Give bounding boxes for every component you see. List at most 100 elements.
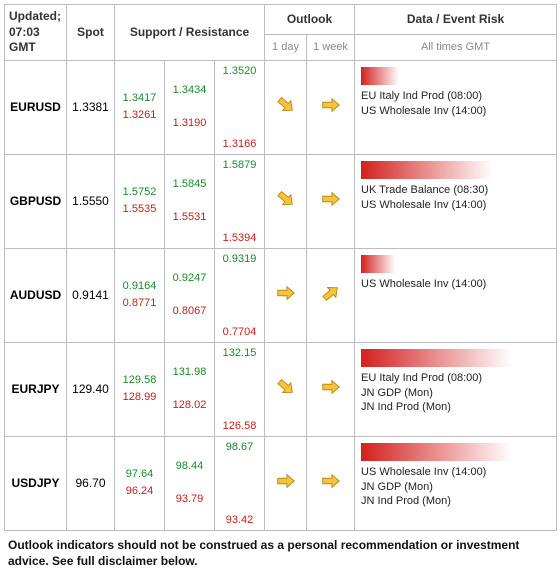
outlook-week-cell [307, 342, 355, 436]
updated-label: Updated; [9, 9, 61, 23]
support-value: 1.3434 [165, 82, 214, 100]
header-row-1: Updated; 07:03 GMT Spot Support / Resist… [5, 5, 557, 35]
pair-cell: EURUSD [5, 60, 67, 154]
resistance-value: 0.7704 [215, 326, 264, 338]
fx-table: Updated; 07:03 GMT Spot Support / Resist… [4, 4, 557, 531]
support-value: 98.67 [215, 441, 264, 453]
sr-col1: 97.64 96.24 [115, 436, 165, 530]
spot-cell: 1.3381 [67, 60, 115, 154]
col-sr-header: Support / Resistance [115, 5, 265, 61]
sr-col3: 132.15 126.58 [215, 342, 265, 436]
arrow-flat-icon [320, 94, 342, 116]
risk-cell: EU Italy Ind Prod (08:00)US Wholesale In… [355, 60, 557, 154]
sr-col1: 0.9164 0.8771 [115, 248, 165, 342]
support-value: 0.9247 [165, 270, 214, 288]
support-value: 1.3520 [215, 65, 264, 77]
risk-line: JN GDP (Mon) [361, 386, 550, 401]
resistance-value: 1.3166 [215, 138, 264, 150]
sr-col1: 1.5752 1.5535 [115, 154, 165, 248]
sr-col2: 1.3434 1.3190 [165, 60, 215, 154]
sr-col3: 1.5879 1.5394 [215, 154, 265, 248]
col-out-week: 1 week [307, 34, 355, 60]
sr-col3: 0.9319 0.7704 [215, 248, 265, 342]
outlook-day-cell [265, 436, 307, 530]
sr-col1: 129.58 128.99 [115, 342, 165, 436]
resistance-value: 0.8771 [115, 295, 164, 313]
support-value: 97.64 [115, 466, 164, 484]
table-row: EURUSD 1.3381 1.3417 1.3261 1.3434 1.319… [5, 60, 557, 154]
pair-cell: USDJPY [5, 436, 67, 530]
col-risk-header: Data / Event Risk [355, 5, 557, 35]
table-row: AUDUSD 0.9141 0.9164 0.8771 0.9247 0.806… [5, 248, 557, 342]
risk-line: JN Ind Prod (Mon) [361, 494, 550, 509]
risk-line: JN Ind Prod (Mon) [361, 400, 550, 415]
risk-line: JN GDP (Mon) [361, 480, 550, 495]
support-value: 1.5845 [165, 176, 214, 194]
risk-bar [361, 255, 395, 273]
outlook-week-cell [307, 436, 355, 530]
sr-col2: 98.44 93.79 [165, 436, 215, 530]
risk-line: US Wholesale Inv (14:00) [361, 277, 550, 292]
arrow-down-icon [275, 94, 297, 116]
risk-line: EU Italy Ind Prod (08:00) [361, 371, 550, 386]
support-value: 1.5879 [215, 159, 264, 171]
col-risk-sub: All times GMT [355, 34, 557, 60]
outlook-day-cell [265, 342, 307, 436]
col-outlook-header: Outlook [265, 5, 355, 35]
risk-cell: EU Italy Ind Prod (08:00)JN GDP (Mon)JN … [355, 342, 557, 436]
table-row: GBPUSD 1.5550 1.5752 1.5535 1.5845 1.553… [5, 154, 557, 248]
arrow-down-icon [275, 376, 297, 398]
resistance-value: 93.42 [215, 514, 264, 526]
table-row: EURJPY 129.40 129.58 128.99 131.98 128.0… [5, 342, 557, 436]
arrow-flat-icon [320, 188, 342, 210]
risk-bar [361, 67, 399, 85]
outlook-week-cell [307, 248, 355, 342]
risk-line: EU Italy Ind Prod (08:00) [361, 89, 550, 104]
arrow-down-icon [275, 188, 297, 210]
resistance-value: 1.3190 [165, 115, 214, 133]
sr-col3: 1.3520 1.3166 [215, 60, 265, 154]
pair-cell: AUDUSD [5, 248, 67, 342]
risk-line: US Wholesale Inv (14:00) [361, 104, 550, 119]
support-value: 1.3417 [115, 90, 164, 108]
spot-cell: 1.5550 [67, 154, 115, 248]
arrow-flat-icon [275, 470, 297, 492]
support-value: 98.44 [165, 458, 214, 476]
risk-line: US Wholesale Inv (14:00) [361, 465, 550, 480]
resistance-value: 0.8067 [165, 303, 214, 321]
col-out-day: 1 day [265, 34, 307, 60]
support-value: 131.98 [165, 364, 214, 382]
arrow-up-icon [320, 282, 342, 304]
support-value: 0.9164 [115, 278, 164, 296]
risk-cell: UK Trade Balance (08:30)US Wholesale Inv… [355, 154, 557, 248]
sr-col2: 0.9247 0.8067 [165, 248, 215, 342]
spot-cell: 0.9141 [67, 248, 115, 342]
support-value: 0.9319 [215, 253, 264, 265]
risk-bar [361, 161, 493, 179]
sr-col1: 1.3417 1.3261 [115, 60, 165, 154]
support-value: 132.15 [215, 347, 264, 359]
spot-cell: 96.70 [67, 436, 115, 530]
table-row: USDJPY 96.70 97.64 96.24 98.44 93.79 98.… [5, 436, 557, 530]
sr-col2: 131.98 128.02 [165, 342, 215, 436]
resistance-value: 128.99 [115, 389, 164, 407]
pair-cell: EURJPY [5, 342, 67, 436]
outlook-day-cell [265, 60, 307, 154]
pair-cell: GBPUSD [5, 154, 67, 248]
risk-bar [361, 349, 512, 367]
support-value: 1.5752 [115, 184, 164, 202]
sr-col2: 1.5845 1.5531 [165, 154, 215, 248]
outlook-day-cell [265, 154, 307, 248]
updated-time: 07:03 GMT [9, 25, 40, 55]
resistance-value: 1.5531 [165, 209, 214, 227]
outlook-week-cell [307, 60, 355, 154]
arrow-flat-icon [275, 282, 297, 304]
risk-bar [361, 443, 512, 461]
support-value: 129.58 [115, 372, 164, 390]
col-spot-header: Spot [67, 5, 115, 61]
resistance-value: 96.24 [115, 483, 164, 501]
spot-cell: 129.40 [67, 342, 115, 436]
resistance-value: 1.5535 [115, 201, 164, 219]
resistance-value: 93.79 [165, 491, 214, 509]
risk-cell: US Wholesale Inv (14:00)JN GDP (Mon)JN I… [355, 436, 557, 530]
